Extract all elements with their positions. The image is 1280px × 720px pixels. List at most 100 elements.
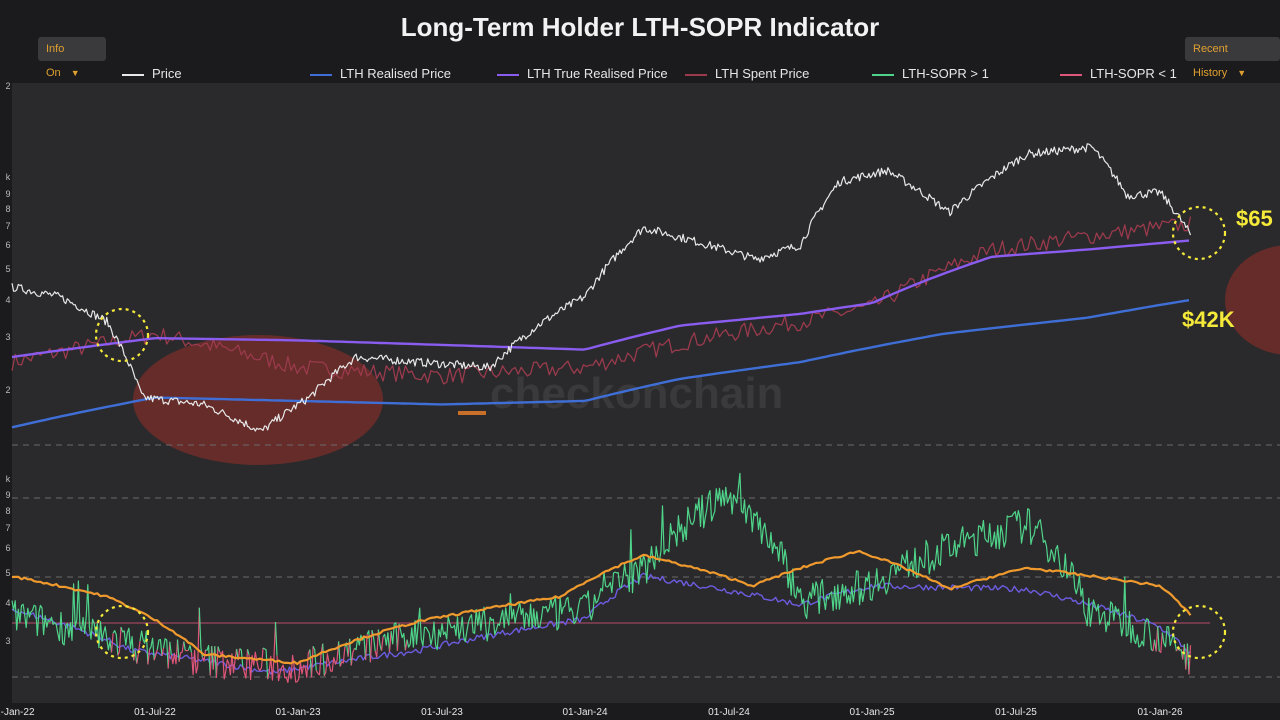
legend-swatch xyxy=(122,73,144,76)
series-lth-realised-price xyxy=(11,299,1190,429)
series-lth-sopr-above-one xyxy=(11,580,113,653)
y-tick-label: k xyxy=(6,474,11,484)
series-lth-sopr-below-one xyxy=(1158,632,1163,653)
series-lth-sopr-below-one xyxy=(374,629,379,658)
y-tick-label: 5 xyxy=(5,568,10,578)
legend-item[interactable]: Price xyxy=(122,66,182,81)
legend-label: LTH-SOPR < 1 xyxy=(1090,66,1177,81)
series-lth-sopr-below-one xyxy=(218,648,238,680)
y-tick-label: 3 xyxy=(5,332,10,342)
annotation-realised: $42K xyxy=(1182,307,1235,332)
series-lth-sopr-above-one xyxy=(366,630,371,663)
current-bubble xyxy=(1225,245,1280,355)
x-tick-label: 01-Jul-23 xyxy=(421,707,463,718)
legend-item[interactable]: LTH True Realised Price xyxy=(497,66,668,81)
x-tick-label: 01-Jan-23 xyxy=(275,707,320,718)
series-lth-sopr-above-one xyxy=(1161,626,1177,652)
y-tick-label: 4 xyxy=(5,295,10,305)
legend-swatch xyxy=(872,73,894,76)
series-lth-sopr-below-one xyxy=(110,633,114,653)
series-lth-sopr-below-one xyxy=(350,648,356,666)
series-lth-true-realised-price xyxy=(11,239,1190,359)
legend-swatch xyxy=(685,73,707,76)
series-lth-sopr-below-one xyxy=(323,641,340,677)
y-tick-label: 7 xyxy=(5,221,10,231)
highlight-circle xyxy=(1171,604,1227,660)
series-lth-sopr-below-one xyxy=(315,643,324,676)
series-lth-sopr-above-one xyxy=(246,649,250,655)
caret-down-icon: ▼ xyxy=(70,68,80,78)
series-lth-sopr-below-one xyxy=(267,621,277,681)
series-lth-sopr-below-one xyxy=(380,636,384,651)
series-lth-sopr-below-one xyxy=(215,646,219,679)
series-lth-sopr-above-one xyxy=(134,650,138,664)
series-lth-sopr-above-one xyxy=(344,642,349,657)
chart-title: Long-Term Holder LTH-SOPR Indicator xyxy=(400,12,880,42)
recent-history-button[interactable]: Recent History ▼ xyxy=(1185,37,1280,79)
y-tick-label: 6 xyxy=(5,543,10,553)
series-lth-sopr-above-one xyxy=(183,641,186,651)
legend-label: LTH-SOPR > 1 xyxy=(902,66,989,81)
series-lth-spent-price xyxy=(11,216,1192,385)
series-lth-sopr-below-one xyxy=(117,626,122,656)
series-lth-mvrv xyxy=(11,549,1192,666)
series-lth-sopr-above-one xyxy=(205,645,211,676)
series-lth-sopr-above-one xyxy=(262,647,269,680)
series-lth-sopr-above-one xyxy=(148,637,155,661)
x-tick-label: 01-Jan-24 xyxy=(562,707,607,718)
series-price xyxy=(11,143,1192,432)
series-lth-sopr-above-one xyxy=(217,646,221,652)
series-lth-sopr-below-one xyxy=(310,646,314,678)
series-lth-sopr-below-one xyxy=(161,647,165,657)
legend-item[interactable]: LTH Realised Price xyxy=(310,66,451,81)
series-lth-sopr-above-one xyxy=(398,623,406,651)
x-tick-label: 01-Jan-26 xyxy=(1137,707,1182,718)
info-toggle-button[interactable]: Info On ▼ xyxy=(38,37,106,79)
series-lth-sopr-above-one xyxy=(120,626,135,661)
legend-label: LTH Spent Price xyxy=(715,66,810,81)
y-tick-label: k xyxy=(6,172,11,182)
series-lth-sopr-above-one xyxy=(162,638,169,669)
series-lth-sopr-above-one xyxy=(239,648,244,667)
y-tick-label: 2 xyxy=(5,81,10,91)
watermark: checkonchain xyxy=(490,369,783,418)
series-lth-sopr-below-one xyxy=(388,631,392,652)
series-lth-sopr-above-one xyxy=(322,643,325,676)
series-lth-sopr-below-one xyxy=(242,649,249,679)
legend-label: Price xyxy=(152,66,182,81)
series-lth-sopr-above-one xyxy=(312,646,317,671)
series-lth-sopr-below-one xyxy=(339,646,346,667)
series-lth-sopr-below-one xyxy=(1188,645,1192,675)
series-lth-sopr-below-one xyxy=(136,641,141,664)
y-tick-label: 2 xyxy=(5,385,10,395)
legend-item[interactable]: LTH-SOPR < 1 xyxy=(1060,66,1177,81)
y-tick-label: 4 xyxy=(5,598,10,608)
series-lth-sopr-above-one xyxy=(176,639,180,662)
legend-label: LTH Realised Price xyxy=(340,66,452,81)
y-tick-label: 7 xyxy=(5,523,10,533)
highlight-circle xyxy=(94,604,150,660)
series-lth-sopr-below-one xyxy=(404,639,408,651)
series-lth-sopr-below-one xyxy=(167,641,171,669)
series-lth-sopr-below-one xyxy=(147,649,151,665)
series-lth-sopr-above-one xyxy=(382,632,391,652)
series-lth-sopr-above-one xyxy=(390,622,398,651)
legend-swatch xyxy=(310,73,332,76)
x-tick-label: 01-Jul-22 xyxy=(134,707,176,718)
series-lth-aviv xyxy=(11,572,1191,675)
y-tick-label: 9 xyxy=(5,490,10,500)
series-lth-sopr-above-one xyxy=(187,645,193,653)
annotation-price: $65 xyxy=(1236,206,1273,231)
series-lth-sopr-above-one xyxy=(112,630,119,656)
series-lth-sopr-above-one xyxy=(169,641,172,656)
legend-swatch xyxy=(1060,73,1082,76)
legend-item[interactable]: LTH Spent Price xyxy=(685,66,809,81)
x-tick-label: 01-Jan-22 xyxy=(0,707,35,718)
highlight-circle xyxy=(94,307,150,363)
legend-swatch xyxy=(497,73,519,76)
legend-item[interactable]: LTH-SOPR > 1 xyxy=(872,66,989,81)
series-lth-sopr-below-one xyxy=(201,649,207,662)
series-lth-sopr-above-one xyxy=(156,638,163,656)
y-tick-label: 3 xyxy=(5,636,10,646)
